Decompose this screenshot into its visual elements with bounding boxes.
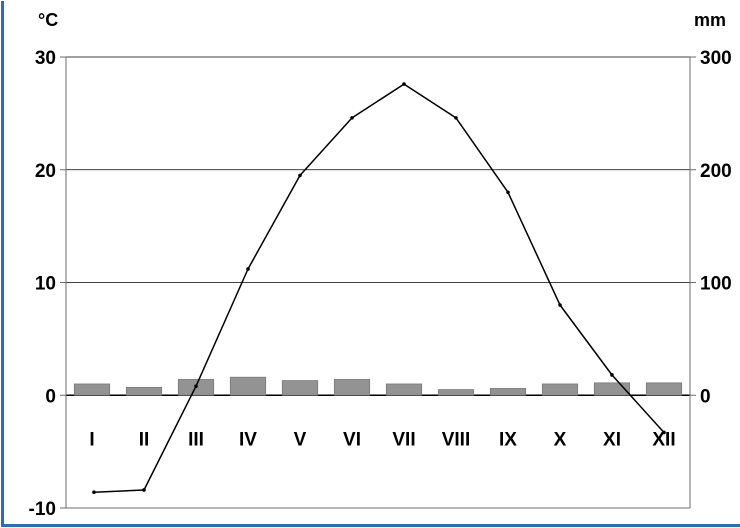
right-tick-label: 300 [700,48,732,69]
bar-II [125,386,163,396]
category-label: VII [392,429,415,450]
temperature-point-IV [246,267,250,271]
category-label: XI [603,429,621,450]
category-label: XII [652,429,675,450]
temperature-point-XI [610,373,614,377]
temperature-point-VIII [454,116,458,120]
bar-IV [229,376,267,396]
category-label: III [188,429,204,450]
bar-XII [645,382,683,396]
bar-I [73,383,111,396]
category-label: X [554,429,567,450]
left-tick-label: 20 [35,161,56,182]
right-tick-label: 100 [700,274,732,295]
bar-V [281,380,319,396]
bar-VI [333,379,371,396]
temperature-point-XII [662,430,666,435]
left-tick-label: -10 [29,499,56,520]
bar-IX [489,388,527,396]
temperature-point-VI [350,116,354,120]
temperature-point-IX [506,190,510,195]
left-tick-label: 10 [35,274,56,295]
temperature-point-III [194,384,198,389]
category-label: II [139,429,150,450]
precipitation-bars [73,376,683,396]
temperature-point-II [142,488,146,492]
right-unit-label: mm [694,10,726,30]
temperature-point-V [298,173,302,178]
category-label: I [89,429,94,450]
temperature-point-I [92,490,96,495]
category-label: IV [239,429,257,450]
category-label: VI [343,429,361,450]
grid-lines [60,56,696,509]
left-unit-label: °C [38,10,58,30]
temperature-line [92,82,666,495]
bar-VIII [437,389,475,396]
category-label: V [294,429,307,450]
frame-left-border [1,1,4,527]
temperature-point-X [558,303,562,307]
temperature-point-VII [402,82,406,86]
temperature-polyline [93,83,665,493]
frame-bottom-border [1,524,740,527]
bar-XI [593,382,631,396]
right-tick-label: 0 [700,386,711,407]
left-tick-label: 30 [35,48,56,69]
category-label: IX [499,429,517,450]
bar-X [541,383,579,396]
bar-VII [385,383,423,396]
category-label: VIII [442,429,471,450]
left-tick-label: 0 [45,386,56,407]
right-tick-label: 200 [700,161,732,182]
